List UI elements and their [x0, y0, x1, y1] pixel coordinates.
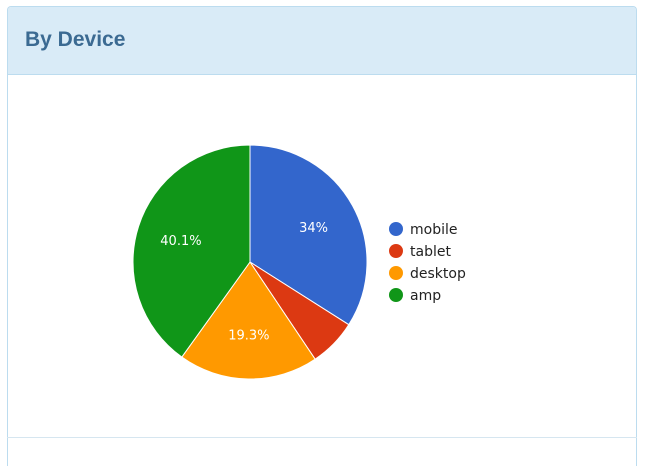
- panel-heading: By Device: [8, 7, 636, 75]
- legend-swatch-mobile: [389, 222, 403, 236]
- legend-item-amp[interactable]: amp: [389, 288, 441, 304]
- legend-swatch-amp: [389, 288, 403, 302]
- legend-item-tablet[interactable]: tablet: [389, 244, 451, 260]
- bottom-divider: [7, 437, 637, 438]
- slice-label-amp: 40.1%: [160, 234, 201, 249]
- legend-label-mobile: mobile: [410, 222, 457, 238]
- legend-label-amp: amp: [410, 288, 441, 304]
- pie-slices: [132, 144, 368, 380]
- legend-item-mobile[interactable]: mobile: [389, 222, 457, 238]
- pie-slice-labels: 34% 19.3% 40.1%: [160, 221, 328, 343]
- panel-title: By Device: [25, 27, 126, 51]
- slice-label-mobile: 34%: [299, 221, 328, 236]
- legend-swatch-desktop: [389, 266, 403, 280]
- legend-label-tablet: tablet: [410, 244, 451, 260]
- by-device-panel: By Device: [7, 6, 637, 466]
- pie-slice-amp[interactable]: [132, 144, 251, 358]
- slice-label-desktop: 19.3%: [228, 329, 269, 344]
- legend-swatch-tablet: [389, 244, 403, 258]
- pie-slice-desktop[interactable]: [181, 261, 316, 380]
- legend-item-desktop[interactable]: desktop: [389, 266, 466, 282]
- chart-legend: mobile tablet desktop amp: [389, 222, 466, 304]
- legend-label-desktop: desktop: [410, 266, 466, 282]
- pie-slice-mobile[interactable]: [249, 144, 368, 326]
